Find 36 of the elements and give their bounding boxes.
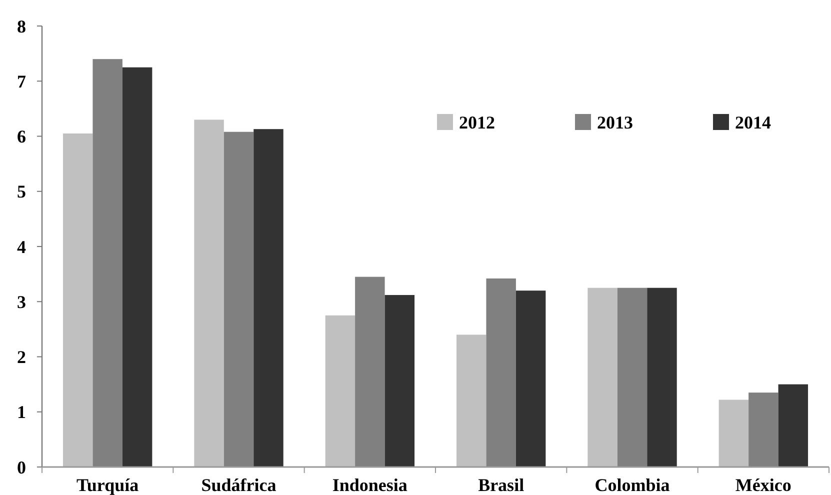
legend-label: 2013 xyxy=(597,112,633,132)
bar xyxy=(254,129,284,467)
y-tick-label: 3 xyxy=(17,292,26,312)
legend-label: 2012 xyxy=(459,112,495,132)
bar xyxy=(92,59,122,467)
bar xyxy=(384,295,415,467)
bar xyxy=(456,334,486,467)
y-tick-label: 0 xyxy=(17,457,26,478)
y-tick-label: 4 xyxy=(17,236,26,257)
x-tick-label: México xyxy=(735,475,792,495)
bar xyxy=(62,133,93,467)
x-tick-label: Colombia xyxy=(594,475,670,495)
bar xyxy=(516,290,546,467)
y-tick-label: 1 xyxy=(17,402,26,422)
bar xyxy=(647,288,677,467)
bar xyxy=(224,132,254,467)
bar xyxy=(325,315,356,467)
y-tick-label: 8 xyxy=(17,16,26,36)
legend-label: 2014 xyxy=(735,112,771,132)
x-tick-label: Brasil xyxy=(478,475,524,495)
bar xyxy=(778,384,808,467)
bar xyxy=(122,67,152,467)
y-tick-label: 7 xyxy=(17,71,26,92)
y-tick-label: 6 xyxy=(17,126,26,147)
bar xyxy=(617,288,648,467)
x-tick-label: Turquía xyxy=(76,475,139,495)
y-tick-label: 2 xyxy=(17,347,26,368)
bar xyxy=(588,288,618,467)
y-tick-label: 5 xyxy=(17,182,26,202)
bar xyxy=(748,392,778,467)
bar xyxy=(355,276,385,467)
bar xyxy=(718,400,749,467)
x-tick-label: Indonesia xyxy=(332,475,408,495)
x-tick-label: Sudáfrica xyxy=(201,475,276,495)
bar xyxy=(486,278,516,467)
bar xyxy=(194,120,224,467)
